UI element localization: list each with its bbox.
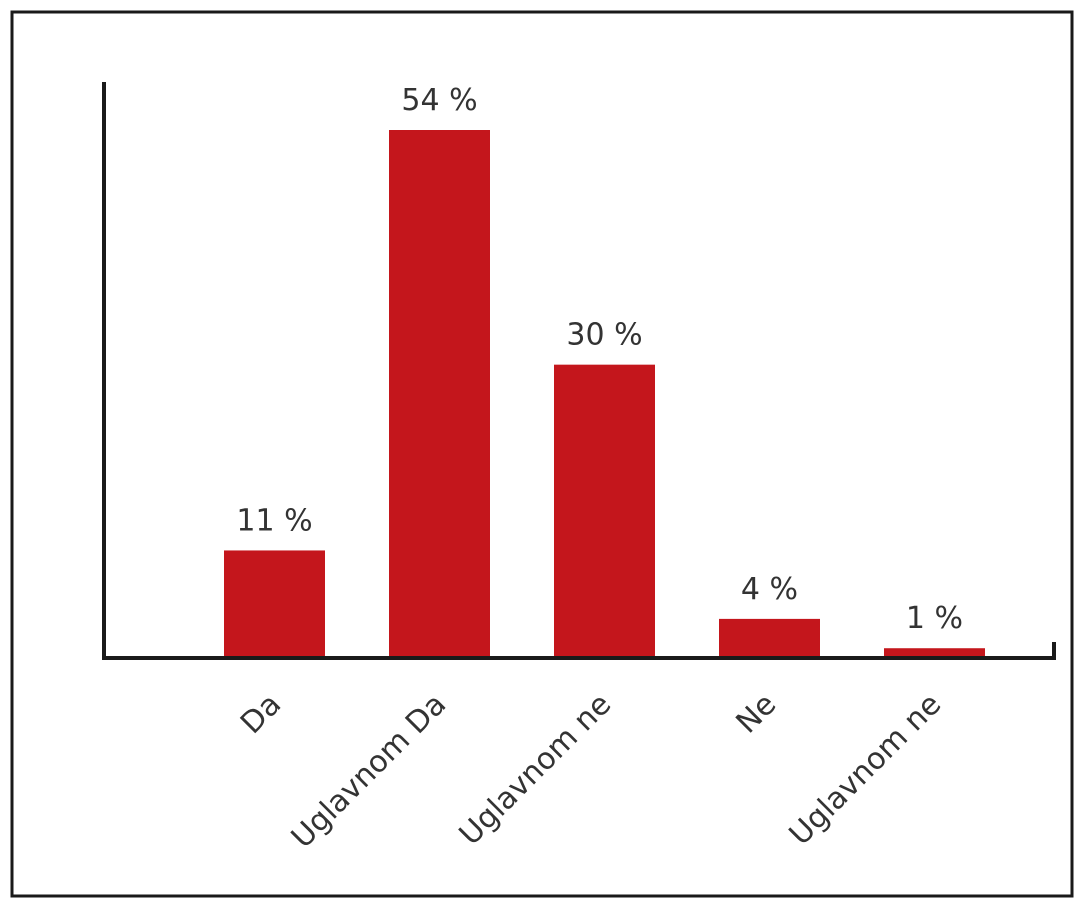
bar-value-label: 4 % — [741, 572, 798, 607]
value-labels-layer: 11 % 54 % 30 % 4 % 1 % — [236, 83, 963, 636]
bar — [224, 550, 325, 658]
bar — [554, 364, 655, 658]
bar — [884, 648, 985, 658]
bars-layer — [224, 130, 985, 658]
chart-frame — [10, 10, 1074, 898]
bar-value-label: 11 % — [236, 503, 312, 538]
bar — [719, 618, 820, 658]
bar — [389, 130, 490, 658]
bar-value-label: 30 % — [566, 318, 642, 353]
bar-value-label: 1 % — [906, 601, 963, 636]
bar-value-label: 54 % — [401, 83, 477, 118]
